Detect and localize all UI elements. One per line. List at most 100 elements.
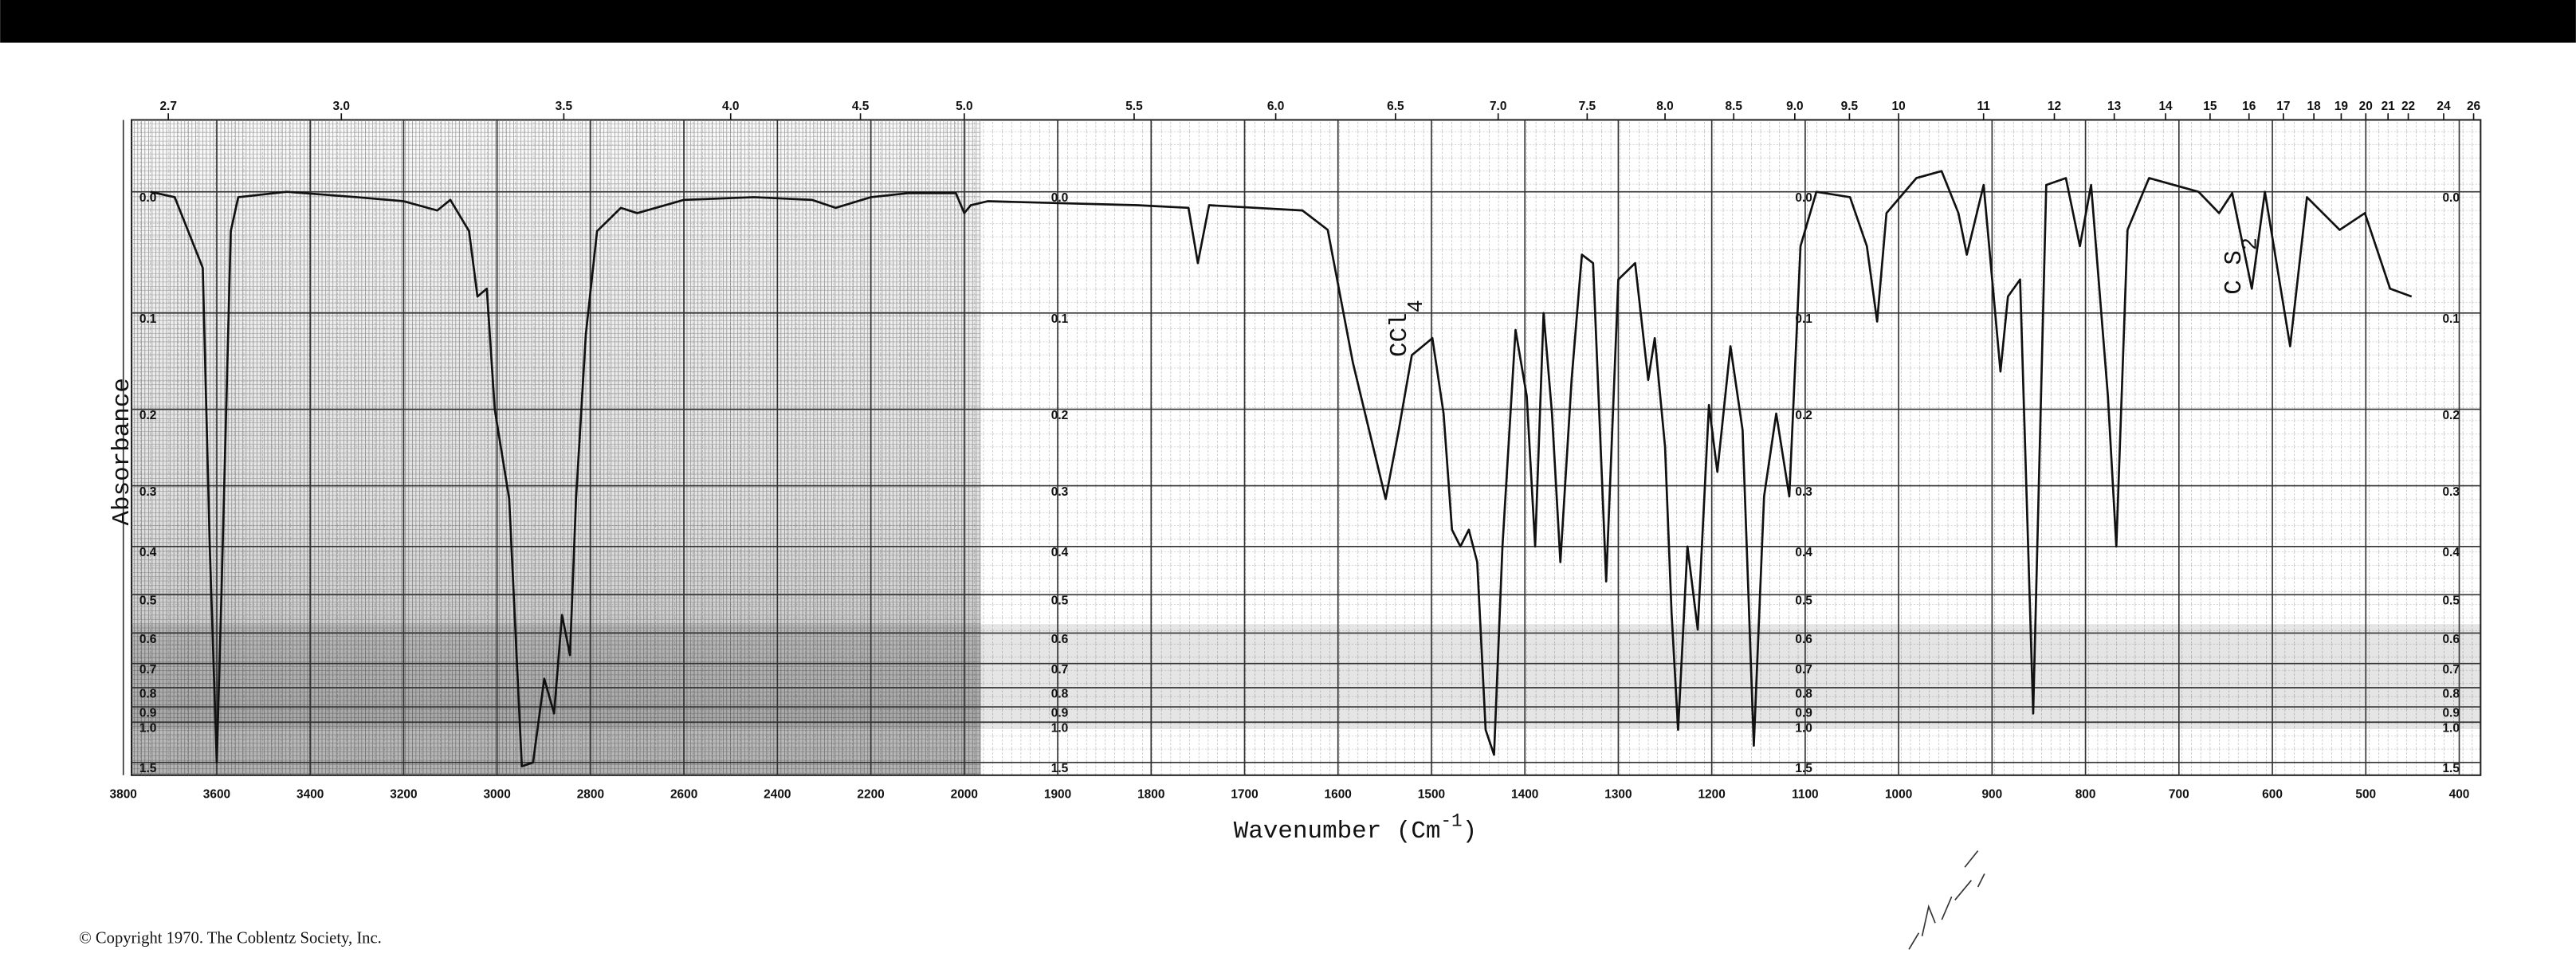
y-tick-label: 0.8 [139,687,157,700]
x2-tick-label: 6.5 [1387,100,1404,113]
y-tick-label: 1.5 [1795,762,1812,775]
y-tick-label: 0.5 [1795,594,1812,608]
y-tick-label: 0.0 [139,191,156,205]
x-tick-label: 1500 [1418,788,1445,802]
tick-labels: 0.0 0.0 0.0 0.0 0.1 0.1 0.1 0.1 0.2 0.2 0.2 0.2 0.3 0… [110,100,2481,802]
x-tick-label: 1000 [1885,788,1912,802]
y-tick-label: 0.8 [2442,687,2460,700]
y-tick-label: 0.3 [1795,485,1812,499]
y-tick-label: 0.5 [2442,594,2460,608]
y-tick-label: 1.5 [139,762,157,775]
footer: © Copyright 1970. The Coblentz Society, … [79,930,382,947]
x2-tick-label: 12 [2048,100,2061,113]
y-tick-label: 1.0 [1051,722,1068,736]
y-tick-label: 0.1 [2442,312,2460,326]
x2-tick-label: 7.0 [1490,100,1506,113]
x2-tick-label: 19 [2334,100,2349,113]
y-tick-label: 0.0 [2442,191,2459,205]
y-tick-label: 0.2 [1051,409,1068,422]
x-tick-label: 2200 [857,788,884,802]
y-tick-label: 0.8 [1051,687,1069,700]
x2-tick-label: 3.0 [333,100,350,113]
x2-tick-label: 9.5 [1841,100,1859,113]
x2-tick-label: 26 [2467,100,2481,113]
y-tick-label: 0.5 [139,594,157,608]
y-tick-label: 1.5 [2442,762,2460,775]
x-tick-label: 1200 [1698,788,1725,802]
annotation: C S2 [2221,237,2264,295]
y-tick-label: 0.6 [2442,633,2460,646]
y-tick-label: 0.9 [139,706,157,720]
spectrum-line [150,170,2413,767]
x2-tick-label: 18 [2307,100,2322,113]
x-tick-label: 1900 [1044,788,1071,802]
y-tick-label: 1.5 [1051,762,1069,775]
x-axis-title-sup: -1 [1440,810,1462,831]
x2-tick-label: 5.5 [1125,100,1143,113]
y-tick-label: 0.7 [139,663,156,677]
y-tick-label: 0.9 [1795,706,1812,720]
annotation-sub: 2 [2240,237,2264,250]
x-tick-label: 1700 [1231,788,1258,802]
x-tick-label: 3400 [296,788,324,802]
x2-tick-label: 9.0 [1786,100,1803,113]
y-tick-label: 1.0 [2442,722,2459,736]
x-tick-label: 700 [2169,788,2189,802]
handwriting [1908,850,1985,950]
annotation-sub: 4 [1405,300,1429,312]
y-tick-label: 0.0 [1051,191,1068,205]
y-tick-label: 0.6 [1051,633,1069,646]
x-tick-label: 600 [2262,788,2283,802]
y-tick-label: 0.2 [139,409,156,422]
y-tick-label: 1.0 [1795,722,1812,736]
x-tick-label: 3200 [390,788,417,802]
x2-tick-label: 10 [1892,100,1906,113]
x-tick-label: 1800 [1137,788,1164,802]
x-axis-title-text: Wavenumber (Cm [1234,818,1441,845]
x2-tick-label: 13 [2107,100,2122,113]
x2-tick-label: 4.5 [852,100,870,113]
x-tick-label: 2000 [951,788,978,802]
y-tick-label: 0.1 [139,312,157,326]
y-tick-label: 0.2 [2442,409,2459,422]
x-tick-label: 1300 [1604,788,1632,802]
x-tick-label: 1100 [1792,788,1819,802]
plot [150,170,2413,767]
x-tick-label: 2800 [577,788,604,802]
x2-tick-label: 8.0 [1656,100,1673,113]
y-tick-label: 0.2 [1795,409,1812,422]
annotation: CCl4 [1386,300,1429,357]
x-tick-label: 1400 [1511,788,1538,802]
annotation-text: C S [2221,250,2248,295]
y-tick-label: 0.7 [1795,663,1812,677]
x-tick-label: 2400 [764,788,791,802]
y-tick-label: 0.3 [139,485,157,499]
y-tick-label: 0.6 [1795,633,1812,646]
chart-paper-shade [132,120,981,775]
y-tick-label: 0.1 [1795,312,1812,326]
x2-tick-label: 2.7 [159,100,176,113]
top-edge [0,0,2576,43]
y-tick-label: 0.4 [139,546,157,559]
x2-tick-label: 4.0 [722,100,739,113]
x-tick-label: 800 [2075,788,2096,802]
x2-tick-label: 16 [2242,100,2256,113]
x-tick-label: 3000 [483,788,510,802]
y-tick-label: 0.3 [1051,485,1069,499]
x-tick-label: 1600 [1325,788,1352,802]
chart-paper-band [132,624,2481,730]
y-tick-label: 0.4 [1051,546,1069,559]
x2-tick-label: 6.0 [1267,100,1284,113]
x2-tick-label: 22 [2401,100,2415,113]
x-axis-title-end: ) [1463,818,1478,845]
x2-tick-label: 11 [1977,100,1991,113]
x2-tick-label: 24 [2437,100,2451,113]
x-axis-title: Wavenumber (Cm-1) [1234,810,1477,845]
x2-tick-label: 7.5 [1579,100,1596,113]
x2-tick-label: 20 [2359,100,2373,113]
y-tick-label: 1.0 [139,722,156,736]
y-tick-label: 0.7 [2442,663,2459,677]
y-tick-label: 0.5 [1051,594,1069,608]
x-tick-label: 500 [2355,788,2376,802]
